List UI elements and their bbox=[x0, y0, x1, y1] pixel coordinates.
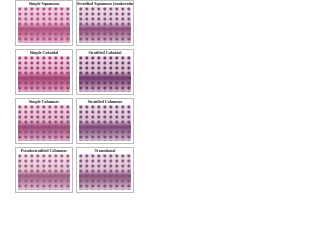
tissue-title: Stratified Cuboidal bbox=[88, 50, 122, 55]
micrograph bbox=[79, 105, 131, 141]
tissue-cell: Stratified Columnar bbox=[76, 98, 134, 144]
tissue-title: Simple Squamous bbox=[28, 1, 60, 6]
tissue-title: Transitional bbox=[94, 148, 116, 153]
tissue-title: Simple Columnar bbox=[28, 99, 60, 104]
page: {"cells": [ {"title": "Simple Squamous"}… bbox=[0, 0, 149, 198]
tissue-title: Stratified Columnar bbox=[87, 99, 123, 104]
tissue-title: Stratified Squamous (nonkeratinized) bbox=[77, 1, 134, 6]
tissue-cell: Simple Squamous bbox=[15, 0, 73, 46]
tissue-cell: Simple Cuboidal bbox=[15, 49, 73, 95]
micrograph bbox=[18, 56, 70, 92]
micrograph bbox=[79, 7, 131, 43]
tissue-title: Simple Cuboidal bbox=[29, 50, 59, 55]
tissue-cell: Simple Columnar bbox=[15, 98, 73, 144]
tissue-cell: Stratified Squamous (nonkeratinized) bbox=[76, 0, 134, 46]
tissue-cell: Stratified Cuboidal bbox=[76, 49, 134, 95]
micrograph bbox=[18, 154, 70, 190]
tissue-title: Pseudostratified Columnar bbox=[20, 148, 68, 153]
tissue-cell: Transitional bbox=[76, 147, 134, 193]
tissue-grid: Simple Squamous Stratified Squamous (nonk… bbox=[15, 0, 135, 194]
micrograph bbox=[18, 105, 70, 141]
tissue-cell: Pseudostratified Columnar bbox=[15, 147, 73, 193]
micrograph bbox=[18, 7, 70, 43]
micrograph bbox=[79, 56, 131, 92]
micrograph bbox=[79, 154, 131, 190]
